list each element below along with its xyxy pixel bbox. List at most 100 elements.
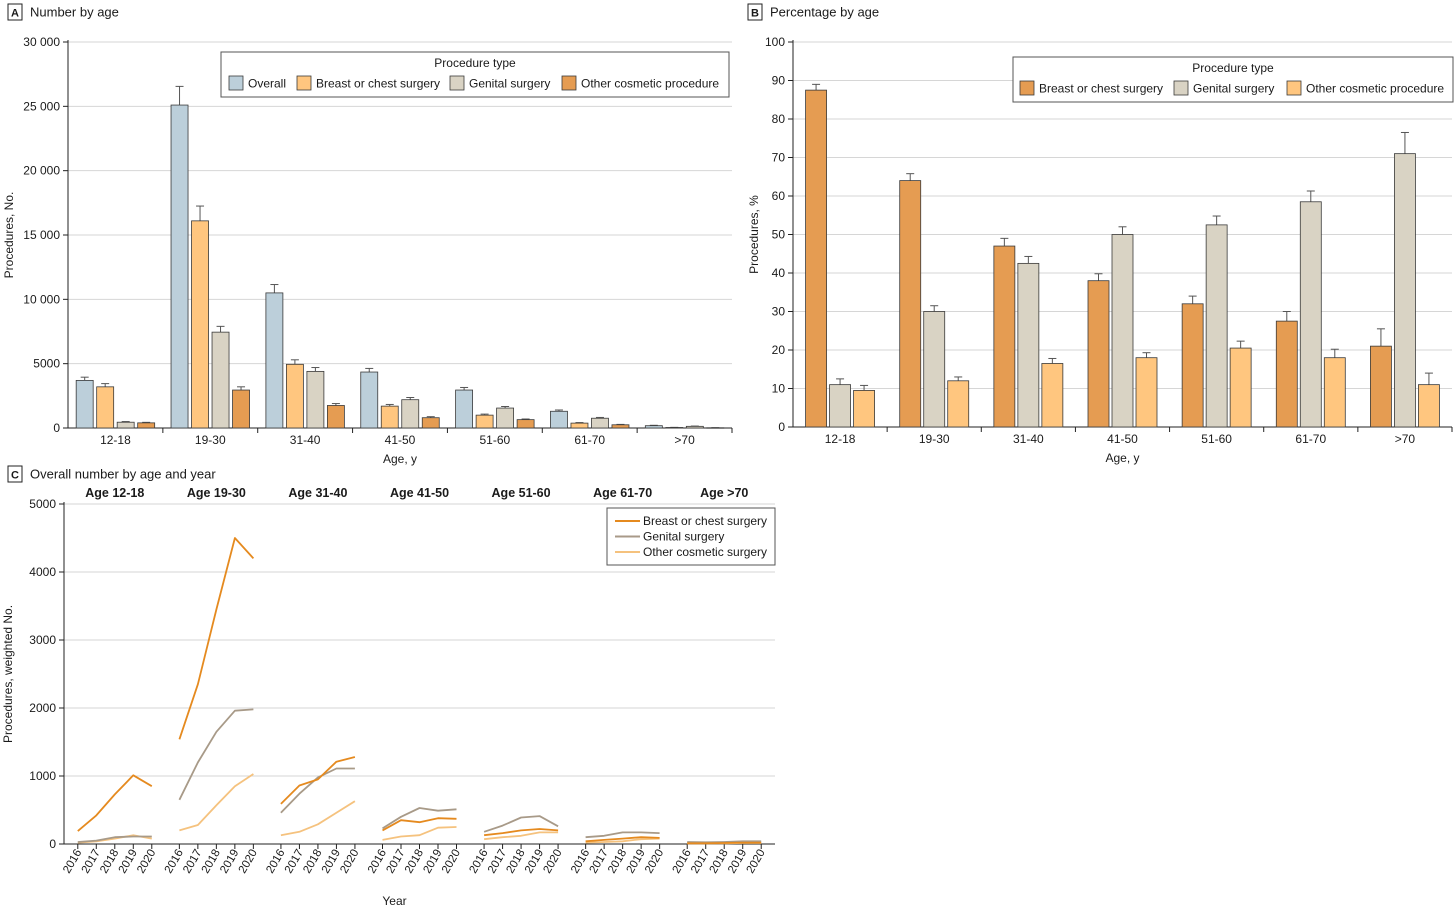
panel-title: Overall number by age and year <box>30 467 216 482</box>
bar <box>360 371 379 429</box>
bar <box>191 220 209 429</box>
panel-letter: A <box>11 8 19 20</box>
year-tick-label: 2020 <box>237 848 260 876</box>
y-tick-label: 10 000 <box>23 292 60 306</box>
legend-swatch <box>1286 80 1302 96</box>
bar <box>829 384 851 428</box>
series-line-other <box>179 773 254 832</box>
series-line-other <box>280 800 356 837</box>
y-axis-label: Procedures, No. <box>2 192 16 279</box>
legend-label: Breast or chest surgery <box>643 514 767 528</box>
y-tick-label: 15 000 <box>23 228 60 242</box>
bar <box>805 89 827 428</box>
bar <box>380 405 399 429</box>
bar <box>1205 224 1228 428</box>
panel-letter-box <box>747 3 763 21</box>
y-tick-label: 3000 <box>29 633 56 647</box>
legend-swatch <box>561 75 577 91</box>
panel-letter: C <box>11 470 19 482</box>
y-tick-label: 25 000 <box>23 99 60 113</box>
bar <box>1229 347 1252 428</box>
series-line-other <box>585 837 660 844</box>
bar <box>993 245 1016 428</box>
x-tick-label: 61-70 <box>1295 432 1326 446</box>
series-line-genital <box>585 831 660 839</box>
x-tick-label: 12-18 <box>825 432 856 446</box>
bar <box>75 379 94 429</box>
bar <box>475 414 494 429</box>
y-tick-label: 30 <box>772 305 786 319</box>
x-tick-label: 41-50 <box>385 433 416 447</box>
age-group-label: Age 19-30 <box>187 486 246 500</box>
bar <box>306 370 325 429</box>
legend-label: Other cosmetic procedure <box>581 77 719 91</box>
panel-c: C Overall number by age and year 0 1000 2000… <box>1 465 776 908</box>
series-line-genital <box>483 815 559 833</box>
bar <box>1111 234 1134 428</box>
x-tick-label: 12-18 <box>100 433 131 447</box>
bar <box>644 425 663 429</box>
bar <box>232 389 250 429</box>
panel-letter-box <box>7 3 23 21</box>
bar <box>1370 345 1392 428</box>
series-line-genital <box>77 835 152 843</box>
x-axis-label: Year <box>382 894 406 908</box>
x-axis-label: Age, y <box>1105 451 1139 465</box>
x-tick-label: 61-70 <box>574 433 605 447</box>
y-axis-label: Procedures, weighted No. <box>1 605 15 743</box>
bar <box>421 417 440 429</box>
panel-a: A Number by age 0 5000 10 000 15 000 20 000 25 … <box>2 3 733 466</box>
y-tick-label: 50 <box>772 228 786 242</box>
series-line-breast <box>687 841 762 845</box>
y-tick-label: 4000 <box>29 565 56 579</box>
age-group-label: Age 41-50 <box>390 486 449 500</box>
bar <box>923 311 946 428</box>
series-line-other <box>382 826 457 841</box>
series-line-breast <box>280 756 356 805</box>
series-line-genital <box>280 767 355 814</box>
legend-box <box>1012 56 1454 103</box>
bar <box>947 380 970 428</box>
y-tick-label: 20 000 <box>23 164 60 178</box>
y-tick-label: 70 <box>772 151 786 165</box>
bar <box>1087 280 1110 428</box>
bar <box>1135 357 1158 428</box>
x-tick-label: >70 <box>674 433 695 447</box>
bar <box>1418 384 1440 428</box>
panel-letter-box <box>7 465 23 483</box>
bar <box>170 104 189 429</box>
age-group-label: Age 12-18 <box>85 486 144 500</box>
x-tick-label: 51-60 <box>1201 432 1232 446</box>
bar <box>516 419 535 429</box>
bar <box>265 292 284 429</box>
bar <box>96 386 115 429</box>
legend-label: Genital surgery <box>643 530 724 544</box>
legend-title: Procedure type <box>434 56 516 70</box>
bar <box>1323 357 1346 428</box>
y-tick-label: 1000 <box>29 769 56 783</box>
y-tick-label: 2000 <box>29 701 56 715</box>
y-tick-label: 40 <box>772 266 786 280</box>
bar <box>591 417 609 429</box>
bar <box>1299 201 1322 428</box>
legend-swatch <box>1173 80 1189 96</box>
bar <box>1181 303 1204 428</box>
legend-label: Genital surgery <box>1193 82 1274 96</box>
legend-label: Overall <box>248 77 286 91</box>
series-line-genital <box>382 807 457 830</box>
bar <box>1041 363 1064 428</box>
bar <box>570 422 589 429</box>
year-tick-label: 2020 <box>338 848 361 876</box>
series-line-breast <box>77 774 153 832</box>
year-tick-label: 2020 <box>440 848 463 876</box>
x-tick-label: 51-60 <box>480 433 511 447</box>
x-tick-label: 41-50 <box>1107 432 1138 446</box>
legend-label: Breast or chest surgery <box>1039 82 1163 96</box>
year-tick-label: 2020 <box>745 848 768 876</box>
bar <box>899 180 922 428</box>
y-tick-label: 0 <box>778 420 785 434</box>
y-tick-label: 0 <box>53 421 60 435</box>
bar <box>285 363 304 429</box>
bar <box>853 390 875 428</box>
y-tick-label: 30 000 <box>23 35 60 49</box>
